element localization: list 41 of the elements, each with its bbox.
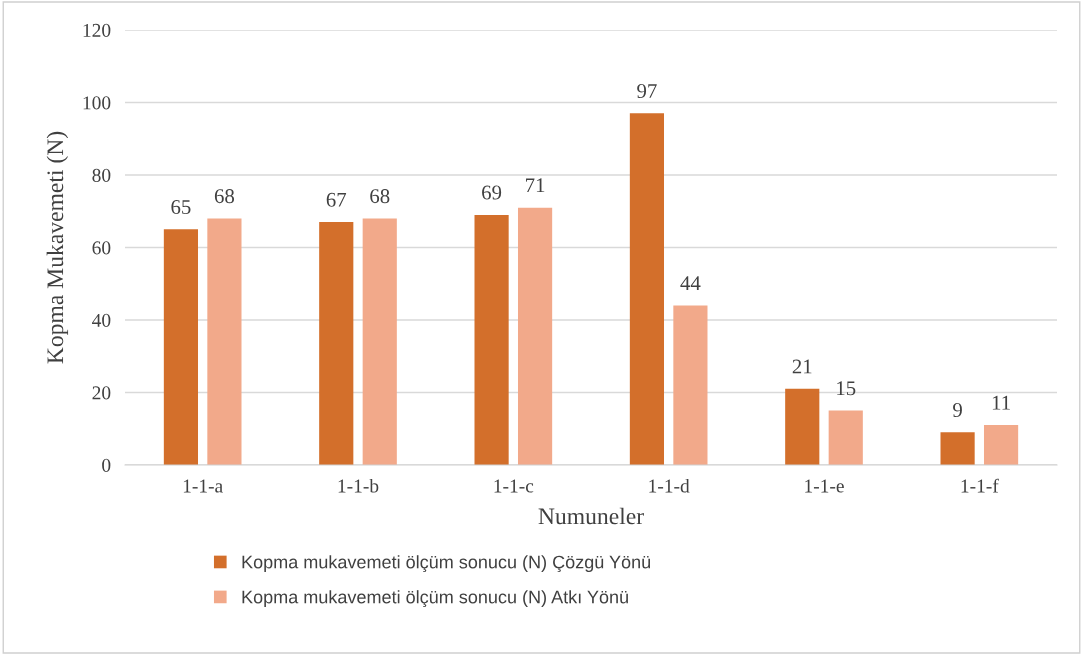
data-label: 97: [637, 84, 657, 99]
bar: [163, 229, 199, 465]
data-label: 21: [792, 359, 812, 374]
bar: [362, 218, 397, 465]
bar: [517, 207, 553, 465]
y-tick-label: 0: [102, 458, 111, 472]
x-tick-label: 1-1-d: [649, 478, 690, 493]
y-tick-label: 120: [83, 23, 111, 37]
y-tick-label: 100: [83, 96, 111, 110]
x-tick-label: 1-1-c: [494, 479, 534, 493]
bar: [207, 218, 242, 465]
data-label: 68: [214, 189, 235, 204]
bar: [785, 388, 820, 465]
y-tick-label: 20: [92, 386, 111, 400]
x-tick-label: 1-1-b: [338, 478, 379, 493]
y-tick-label: 80: [92, 168, 111, 182]
y-tick-label: 40: [92, 313, 111, 327]
bar: [983, 425, 1019, 465]
data-label: 69: [482, 185, 502, 200]
x-tick-label: 1-1-f: [961, 478, 999, 493]
x-tick-label: 1-1-a: [183, 479, 223, 493]
data-label: 15: [837, 381, 856, 396]
legend-label: Kopma mukavemeti ölçüm sonucu (N) Atkı Yönü: [242, 590, 628, 608]
bar: [629, 113, 665, 465]
x-tick-label: 1-1-e: [805, 479, 844, 493]
data-label: 9: [953, 403, 962, 418]
bar: [319, 222, 354, 465]
y-axis-title: Kopma Mukavemeti (N): [46, 131, 69, 364]
data-label: 11: [992, 395, 1010, 410]
bar: [673, 305, 708, 465]
bar: [828, 410, 863, 465]
x-axis-title: Numuneler: [538, 507, 644, 525]
legend-label: Kopma mukavemeti ölçüm sonucu (N) Çözgü Yönü: [242, 555, 651, 573]
data-label: 67: [326, 192, 347, 207]
bar: [940, 432, 975, 465]
bar: [474, 214, 509, 465]
data-label: 68: [370, 189, 390, 204]
data-label: 65: [171, 200, 191, 215]
data-label: 44: [680, 276, 701, 290]
y-tick-label: 60: [92, 241, 111, 255]
data-label: 71: [526, 178, 545, 193]
